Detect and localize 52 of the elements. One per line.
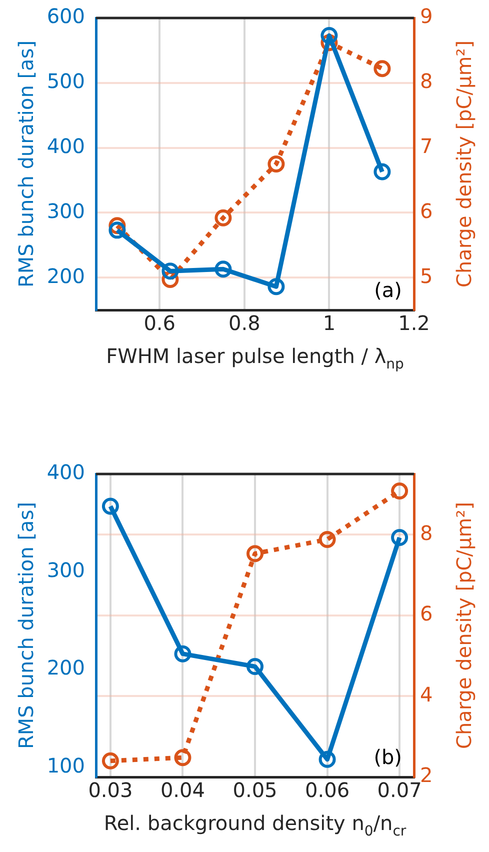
point (318, 530, 336, 548)
point (174, 645, 192, 662)
y2-tick-label: 8 (420, 520, 433, 545)
y2-tick-label: 6 (420, 198, 433, 223)
x-tick-label: 1.2 (398, 311, 430, 336)
x-tick-label: 0.03 (88, 778, 133, 802)
y-tick-label: 100 (46, 753, 85, 778)
y2-tick-label: 8 (420, 69, 433, 94)
point (162, 262, 179, 280)
annotation: (b) (374, 745, 402, 770)
y2-tick-label: 9 (420, 4, 433, 28)
point (214, 209, 232, 226)
x-tick-label: 1 (322, 311, 336, 336)
y2-tick-label: 4 (420, 682, 433, 706)
point (391, 529, 408, 546)
x-tick-label: 0.06 (305, 778, 350, 802)
point (320, 27, 338, 44)
x-tick-label: 0.6 (144, 311, 176, 336)
x-tick-label: 0.07 (377, 778, 422, 802)
point (246, 545, 264, 562)
y-axis-title: RMS bunch duration [as] (14, 502, 38, 750)
y2-tick-label: 5 (420, 264, 433, 288)
y2-tick-label: 2 (420, 763, 433, 788)
point (318, 750, 336, 768)
y-tick-label: 500 (46, 69, 85, 94)
point (108, 222, 126, 239)
y-tick-label: 200 (46, 264, 85, 288)
y-tick-label: 400 (46, 134, 85, 158)
y-tick-label: 400 (46, 460, 85, 484)
y2-axis-title: Charge density [pC/μm²] (452, 502, 476, 750)
point (102, 752, 119, 770)
y-tick-label: 300 (46, 558, 85, 582)
y2-axis-title: Charge density [pC/μm²] (452, 40, 476, 288)
annotation: (a) (374, 278, 402, 302)
point (374, 60, 391, 78)
y-tick-label: 300 (46, 198, 85, 223)
x-tick-label: 0.05 (232, 778, 278, 802)
point (246, 658, 264, 676)
point (268, 278, 285, 296)
point (374, 163, 391, 180)
x-tick-label: 0.04 (160, 778, 205, 802)
point (174, 749, 192, 766)
point (268, 156, 285, 172)
point (214, 260, 232, 278)
point (102, 498, 119, 515)
y2-tick-label: 6 (420, 602, 433, 626)
y-axis-title: RMS bunch duration [as] (14, 40, 38, 288)
point (391, 482, 408, 500)
y-tick-label: 600 (46, 4, 85, 28)
y2-tick-label: 7 (420, 134, 433, 158)
y-tick-label: 200 (46, 656, 85, 680)
x-tick-label: 0.8 (228, 311, 260, 336)
